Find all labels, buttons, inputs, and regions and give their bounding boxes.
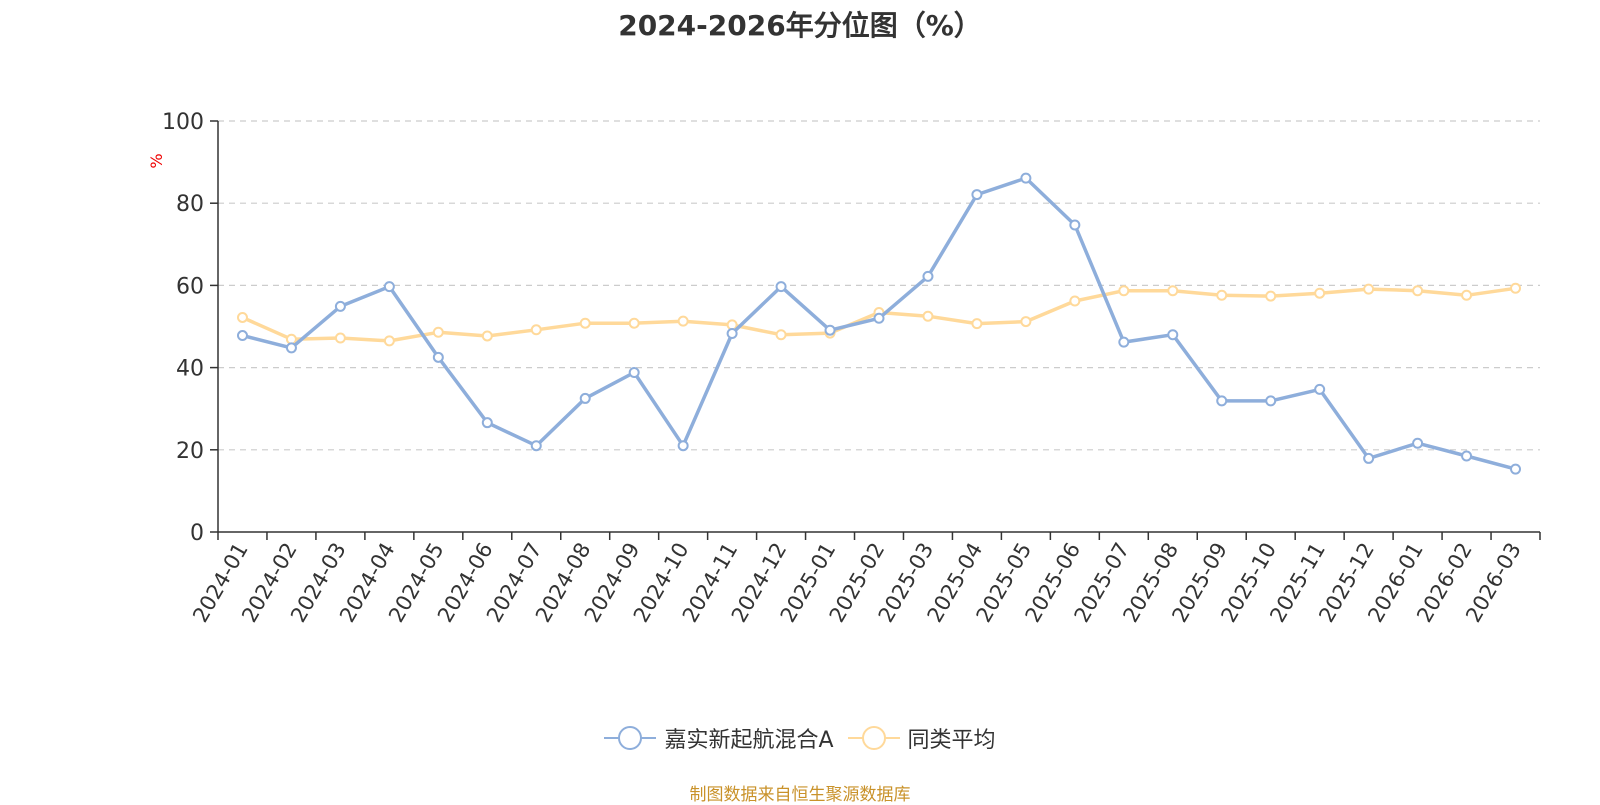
data-point-a	[579, 392, 591, 404]
y-axis-label: %	[147, 153, 166, 168]
y-tick-label: 0	[190, 521, 204, 546]
y-tick-label: 60	[176, 274, 204, 299]
grid-lines	[218, 120, 1540, 451]
legend-marker-series-b	[847, 725, 900, 751]
data-point-a	[1314, 383, 1326, 395]
axis-labels: 020406080100%2024-012024-022024-032024-0…	[147, 110, 1526, 626]
data-point-b	[1314, 287, 1326, 299]
data-point-b	[1265, 290, 1277, 302]
data-point-b	[677, 315, 689, 327]
data-point-b	[628, 317, 640, 329]
axes	[210, 120, 1541, 540]
data-point-a	[775, 281, 787, 293]
data-point-b	[383, 335, 395, 347]
data-point-b	[1363, 283, 1375, 295]
data-point-a	[236, 330, 248, 342]
data-point-b	[1118, 285, 1130, 297]
data-point-a	[677, 440, 689, 452]
data-point-a	[1167, 329, 1179, 341]
y-tick-label: 80	[176, 192, 204, 217]
data-point-b	[971, 318, 983, 330]
data-point-a	[1461, 450, 1473, 462]
data-point-a	[1412, 437, 1424, 449]
data-point-a	[824, 324, 836, 336]
data-point-a	[1020, 172, 1032, 184]
legend-item-series-a[interactable]: 嘉实新起航混合A	[604, 722, 834, 754]
data-point-a	[1069, 219, 1081, 231]
data-point-b	[1510, 282, 1522, 294]
legend-label-series-a: 嘉实新起航混合A	[664, 728, 834, 753]
legend: 嘉实新起航混合A 同类平均	[0, 722, 1600, 754]
data-point-a	[285, 342, 297, 354]
data-point-a	[1265, 395, 1277, 407]
data-point-b	[432, 326, 444, 338]
data-point-b	[1167, 285, 1179, 297]
data-point-a	[1118, 336, 1130, 348]
y-tick-label: 40	[176, 357, 204, 382]
series-lines	[236, 172, 1522, 475]
data-point-a	[334, 300, 346, 312]
legend-label-series-b: 同类平均	[907, 728, 996, 753]
data-point-b	[1412, 285, 1424, 297]
data-point-a	[481, 417, 493, 429]
data-point-b	[1216, 289, 1228, 301]
data-point-a	[873, 312, 885, 324]
legend-item-series-b[interactable]: 同类平均	[847, 722, 996, 754]
source-footer: 制图数据来自恒生聚源数据库	[689, 785, 911, 805]
data-point-a	[530, 440, 542, 452]
data-point-b	[530, 324, 542, 336]
data-point-b	[236, 311, 248, 323]
chart-title: 2024-2026年分位图（%）	[618, 9, 982, 42]
data-point-a	[1216, 395, 1228, 407]
data-point-a	[922, 270, 934, 282]
data-point-a	[971, 189, 983, 201]
data-point-a	[1510, 463, 1522, 475]
data-point-b	[481, 330, 493, 342]
data-point-a	[383, 281, 395, 293]
y-tick-label: 20	[176, 439, 204, 464]
line-chart: 020406080100%2024-012024-022024-032024-0…	[147, 110, 1541, 626]
data-point-b	[334, 332, 346, 344]
data-point-a	[432, 351, 444, 363]
data-point-a	[1363, 452, 1375, 464]
data-point-b	[775, 329, 787, 341]
data-point-b	[579, 317, 591, 329]
data-point-b	[1069, 295, 1081, 307]
data-point-a	[726, 327, 738, 339]
y-tick-label: 100	[162, 110, 204, 135]
legend-marker-series-a	[604, 725, 657, 751]
data-point-b	[1020, 316, 1032, 328]
data-point-a	[628, 367, 640, 379]
data-point-b	[922, 310, 934, 322]
data-point-b	[1461, 289, 1473, 301]
